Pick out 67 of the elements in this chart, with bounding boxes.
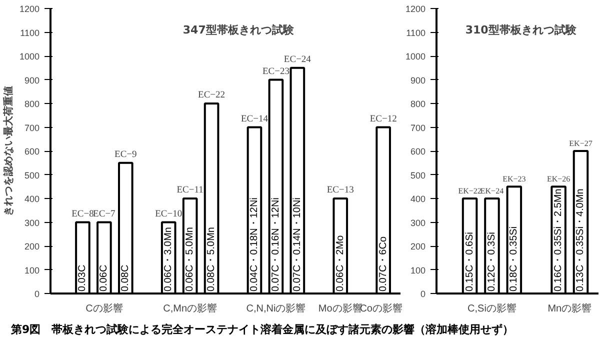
category-label: 0.08C・5.0Mn xyxy=(206,227,218,292)
annotation: EC−7 xyxy=(93,209,116,220)
text: 第9図 帯板きれつ試験による完全オーステナイト溶着金属に及ぼす諸元素の影響（溶加棒使用せず） xyxy=(11,322,514,337)
y-tick-label: 400 xyxy=(24,194,40,204)
y-tick-label: 200 xyxy=(410,242,426,252)
text: C,Siの影響 xyxy=(468,302,516,314)
y-tick-label: 100 xyxy=(410,265,426,276)
category-label: 0.06C・3.0Mn xyxy=(163,227,174,292)
category-label: 0.06C・2Mo xyxy=(334,235,346,292)
y-tick-label: 0 xyxy=(420,289,426,299)
category-label: 0.07C・0.14N・10Ni xyxy=(292,198,303,292)
annotation: EC−10 xyxy=(155,209,182,220)
category-label: 0.07C・0.16N・12Ni xyxy=(270,198,282,292)
y-tick-label: 700 xyxy=(410,122,426,133)
text: C,Mnの影響 xyxy=(163,302,218,314)
y-tick-label: 1200 xyxy=(405,4,426,14)
category-label: 0.16C・0.35Si・2.5Mn xyxy=(553,188,564,292)
annotation: EC−9 xyxy=(114,150,138,160)
annotation: EK−24 xyxy=(480,186,504,196)
y-tick-label: 700 xyxy=(24,122,40,133)
text: Cの影響 xyxy=(86,302,123,314)
y-tick-label: 800 xyxy=(24,99,40,109)
text: C,N,Niの影響 xyxy=(246,302,306,314)
y-tick-label: 1100 xyxy=(20,28,40,38)
category-label: 0.13C・0.35Si・4.0Mn xyxy=(575,188,586,292)
y-tick-label: 800 xyxy=(410,99,426,109)
annotation: EC−13 xyxy=(326,186,354,196)
annotation: EK−23 xyxy=(502,174,526,184)
y-tick-label: 600 xyxy=(24,146,40,156)
annotation: EC−22 xyxy=(198,90,226,100)
annotation: EK−22 xyxy=(458,186,482,196)
category-label: 0.12C・0.3Si xyxy=(486,232,498,292)
annotation: EK−26 xyxy=(546,174,570,184)
category-label: 0.08C xyxy=(120,264,132,292)
annotation: EC−24 xyxy=(284,54,312,65)
y-tick-label: 1000 xyxy=(405,52,426,62)
y-tick-label: 400 xyxy=(410,194,426,204)
category-label: 0.04C・0.18N・12Ni xyxy=(248,198,260,292)
y-tick-label: 300 xyxy=(24,218,40,228)
y-tick-label: 500 xyxy=(410,170,426,180)
y-tick-label: 100 xyxy=(24,265,40,276)
category-label: 0.18C・0.35Si xyxy=(508,226,520,292)
category-label: 0.06C・5.0Mn xyxy=(184,227,196,292)
category-label: 0.07C・6Co xyxy=(378,236,389,292)
y-tick-label: 500 xyxy=(24,170,40,180)
category-label: 0.03C xyxy=(77,264,88,292)
y-tick-label: 300 xyxy=(410,218,426,228)
y-tick-label: 1200 xyxy=(19,4,40,14)
category-label: 0.15C・0.6Si xyxy=(464,232,476,292)
annotation: EK−27 xyxy=(569,139,592,148)
y-tick-label: 600 xyxy=(410,146,426,156)
y-tick-label: 900 xyxy=(410,75,426,86)
y-axis-title: きれつを認めない最大荷重値 xyxy=(2,86,14,216)
text: 310型帯板きれつ試験 xyxy=(465,24,578,36)
text: Mnの影響 xyxy=(548,302,592,314)
y-tick-label: 1000 xyxy=(19,52,40,62)
annotation: EC−11 xyxy=(176,186,204,196)
annotation: EC−23 xyxy=(262,66,290,77)
y-tick-label: 200 xyxy=(24,242,40,252)
y-tick-label: 1100 xyxy=(406,28,426,38)
annotation: EC−8 xyxy=(72,209,94,220)
y-tick-label: 900 xyxy=(24,75,40,86)
text: 347型帯板きれつ試験 xyxy=(182,24,295,36)
y-tick-label: 0 xyxy=(34,289,40,299)
annotation: EC−14 xyxy=(240,114,268,124)
annotation: EC−12 xyxy=(370,114,398,124)
category-label: 0.06C xyxy=(98,264,110,292)
